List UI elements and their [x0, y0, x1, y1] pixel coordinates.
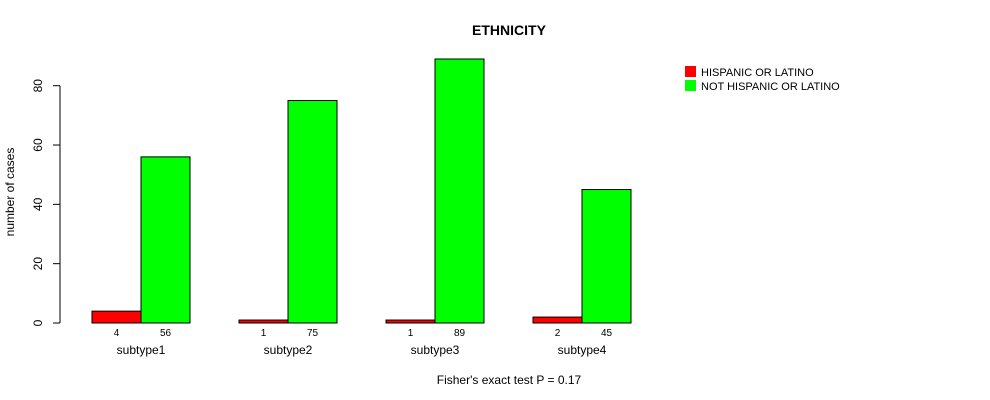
bar-value-label: 1	[261, 328, 267, 339]
y-axis-label: number of cases	[3, 148, 17, 237]
bar-subtype3-series-2	[434, 58, 485, 324]
category-label-subtype4: subtype4	[558, 343, 607, 357]
bar-subtype2-series-1	[238, 319, 289, 324]
bar-subtype1-series-1	[91, 310, 142, 324]
bar-subtype2-series-2	[287, 100, 338, 324]
bar-subtype4-series-2	[581, 189, 632, 324]
bar-subtype4-series-1	[532, 316, 583, 324]
bar-value-label: 4	[114, 328, 120, 339]
legend-swatch	[685, 80, 696, 91]
y-tick-label: 80	[31, 79, 45, 93]
legend-label: NOT HISPANIC OR LATINO	[701, 81, 840, 93]
bar-value-label: 75	[307, 328, 319, 339]
y-tick-label: 40	[31, 197, 45, 211]
category-labels: subtype1 subtype2 subtype3 subtype4	[117, 343, 607, 357]
y-tick-label: 60	[31, 138, 45, 152]
bar-value-labels: 4 56 1 75 1 89 2 45	[114, 328, 613, 339]
legend: HISPANIC OR LATINO NOT HISPANIC OR LATINO	[685, 66, 840, 93]
legend-label: HISPANIC OR LATINO	[701, 67, 814, 79]
chart-title: ETHNICITY	[472, 22, 547, 38]
bar-value-label: 45	[601, 328, 613, 339]
bar-value-label: 56	[160, 328, 172, 339]
bar-value-label: 1	[408, 328, 414, 339]
category-label-subtype3: subtype3	[411, 343, 460, 357]
y-axis-ticks: 0 20 40 60 80	[31, 79, 60, 326]
category-label-subtype2: subtype2	[264, 343, 313, 357]
bar-value-label: 89	[454, 328, 466, 339]
y-tick-label: 20	[31, 257, 45, 271]
bar-value-label: 2	[555, 328, 561, 339]
category-label-subtype1: subtype1	[117, 343, 166, 357]
bar-subtype3-series-1	[385, 319, 436, 324]
legend-swatch	[685, 66, 696, 77]
bar-subtype1-series-2	[140, 156, 191, 324]
bars-group	[91, 58, 632, 324]
y-tick-label: 0	[31, 319, 45, 326]
footnote: Fisher's exact test P = 0.17	[437, 373, 582, 387]
